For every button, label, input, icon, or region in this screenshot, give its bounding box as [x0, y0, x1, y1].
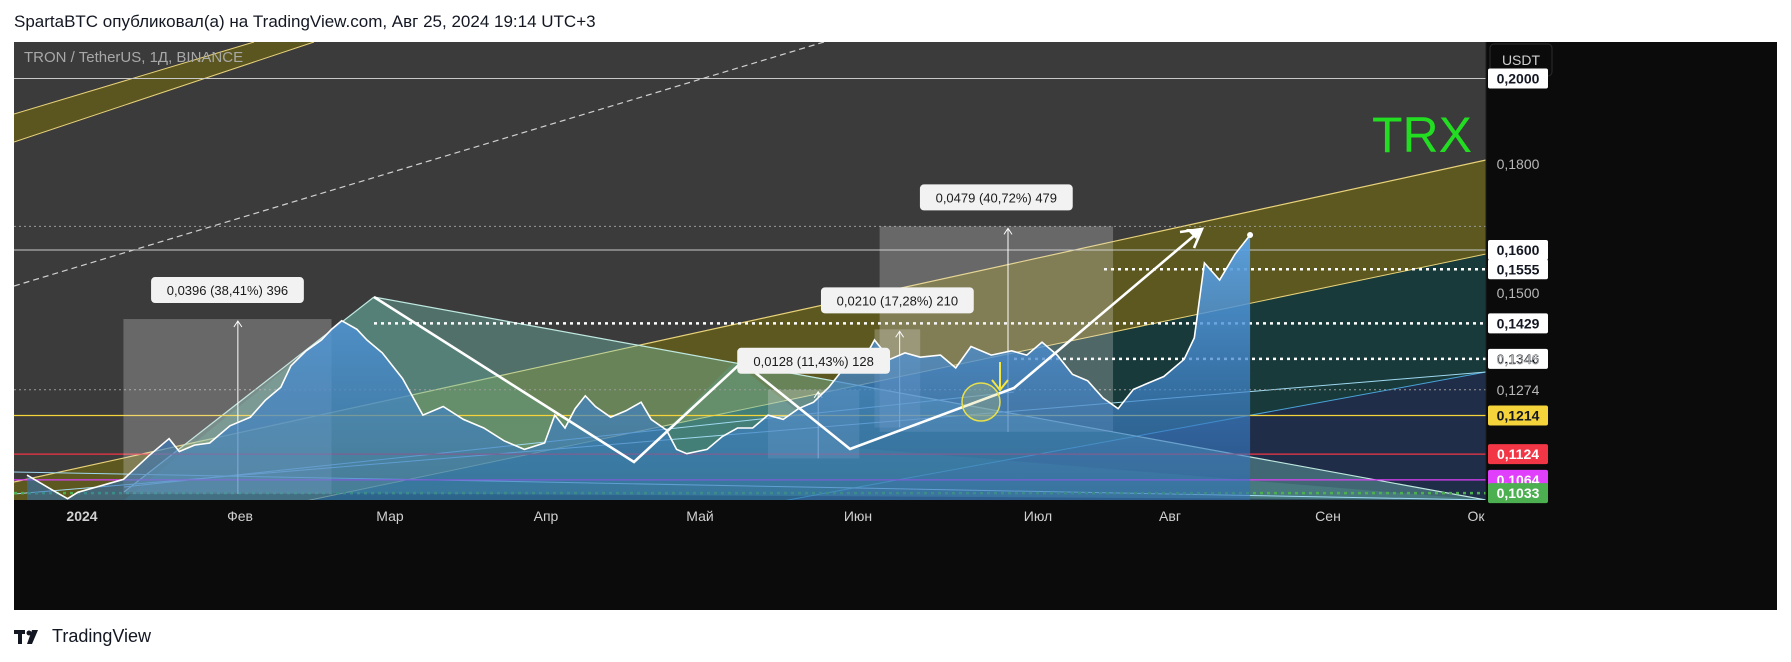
breakout-marker: [961, 382, 1001, 422]
measure-arrow-head: [1003, 227, 1013, 235]
price-label: 0,1429: [1497, 315, 1540, 331]
price-label: 0,1214: [1497, 408, 1540, 424]
price-label: 0,1274: [1497, 382, 1540, 398]
dashed-trendline: [14, 42, 825, 287]
time-label: 2024: [66, 508, 97, 524]
measure-label-box: [151, 277, 304, 304]
price-badge: [1488, 239, 1548, 260]
price-label: 0,2000: [1497, 70, 1540, 86]
measure-label-box: [820, 287, 974, 314]
price-label: 0,1555: [1497, 261, 1540, 277]
tradingview-logo-icon: [14, 629, 38, 644]
time-label: Мар: [376, 508, 404, 524]
price-badge: [1488, 483, 1548, 504]
time-label: Авг: [1159, 508, 1181, 524]
price-line: [26, 234, 1251, 500]
measure-label: 0,0210 (17,28%) 210: [837, 293, 958, 308]
measure-label: 0,0128 (11,43%) 128: [753, 354, 873, 369]
price-area: [27, 235, 1251, 500]
time-label: Фев: [227, 508, 253, 524]
time-label: Ок: [1467, 508, 1485, 524]
publish-header: SpartaBTC опубликовал(а) на TradingView.…: [14, 12, 596, 31]
measure-arrow-head: [895, 330, 905, 338]
price-badge: [1488, 348, 1548, 369]
measure-label-box: [919, 184, 1073, 211]
time-axis[interactable]: [14, 500, 1486, 532]
measure-label-box: [737, 347, 891, 374]
price-chart[interactable]: 0,0396 (38,41%) 396 0,0128 (11,43%) 128 0,…: [14, 42, 1777, 610]
time-label: Май: [686, 508, 713, 524]
time-label: Июн: [844, 508, 872, 524]
last-price-dot: [1247, 231, 1254, 238]
time-label: Июл: [1024, 508, 1052, 524]
price-label: 0,1600: [1497, 242, 1540, 258]
price-badge: [1488, 259, 1548, 280]
footer: TradingView: [14, 626, 151, 647]
price-label: 0,1345: [1497, 351, 1540, 367]
time-label: Апр: [534, 508, 559, 524]
measure-label: 0,0396 (38,41%) 396: [167, 283, 288, 298]
symbol-legend[interactable]: TRON / TetherUS, 1Д, BINANCE: [24, 49, 243, 66]
price-badge: [1488, 405, 1548, 426]
measure-labels: 0,0396 (38,41%) 396 0,0128 (11,43%) 128 0,…: [151, 184, 1073, 374]
price-labels: 0,2000 0,1800 0,1600 0,1555 0,1500 0,1429 0,13…: [1488, 68, 1548, 504]
price-label: 0,1500: [1497, 285, 1540, 301]
price-badge: [1488, 68, 1548, 89]
pattern-zigzag: [373, 228, 1203, 464]
price-label: 0,1124: [1497, 446, 1539, 462]
brand-name[interactable]: TradingView: [52, 626, 152, 646]
price-label: 0,1800: [1497, 156, 1540, 172]
currency-label: USDT: [1502, 52, 1541, 68]
time-label: Сен: [1315, 508, 1341, 524]
measure-arrow-head: [233, 320, 243, 328]
price-label: 0,1346: [1497, 351, 1540, 367]
ticker-watermark: TRX: [1372, 107, 1472, 163]
measure-label: 0,0479 (40,72%) 479: [936, 190, 1057, 205]
time-labels: 2024 Фев Мар Апр Май Июн Июл Авг Сен Ок: [66, 508, 1485, 524]
price-badge: [1488, 444, 1548, 465]
price-label: 0,1033: [1497, 485, 1540, 501]
price-badge: [1488, 313, 1548, 334]
